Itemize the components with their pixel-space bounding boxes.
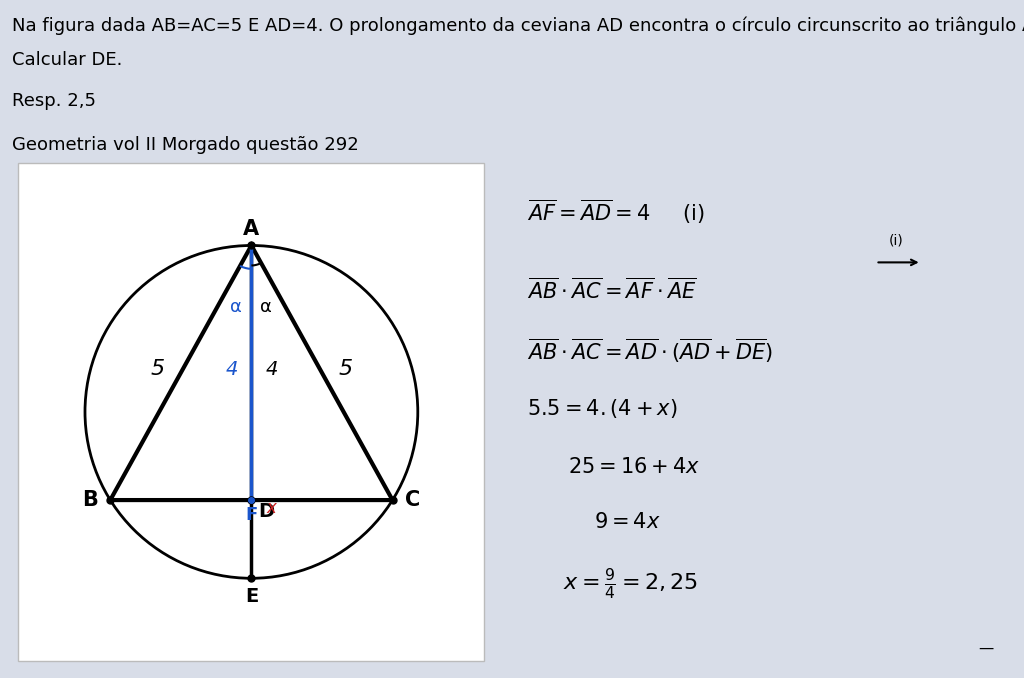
Text: $\overline{AB} \cdot \overline{AC} = \overline{AF} \cdot \overline{AE}$: $\overline{AB} \cdot \overline{AC} = \ov… xyxy=(527,277,697,303)
Text: Geometria vol II Morgado questão 292: Geometria vol II Morgado questão 292 xyxy=(12,136,359,154)
Text: α: α xyxy=(260,298,272,316)
Text: $x = \frac{9}{4} = 2,25$: $x = \frac{9}{4} = 2,25$ xyxy=(563,566,698,601)
Text: B: B xyxy=(82,490,98,510)
Text: $\overline{AB} \cdot \overline{AC} = \overline{AD} \cdot (\overline{AD} + \overl: $\overline{AB} \cdot \overline{AC} = \ov… xyxy=(527,337,773,365)
Text: 4: 4 xyxy=(225,360,238,379)
Text: —: — xyxy=(978,641,993,656)
Text: Calcular DE.: Calcular DE. xyxy=(12,51,123,69)
Text: 5: 5 xyxy=(151,359,165,380)
Text: (i): (i) xyxy=(888,233,903,247)
Text: D: D xyxy=(258,502,274,521)
Text: α: α xyxy=(230,298,243,316)
Text: Resp. 2,5: Resp. 2,5 xyxy=(12,92,96,110)
Text: C: C xyxy=(404,490,420,510)
Text: x: x xyxy=(266,500,276,517)
Text: E: E xyxy=(245,587,258,606)
Text: Na figura dada AB=AC=5 E AD=4. O prolongamento da ceviana AD encontra o círculo : Na figura dada AB=AC=5 E AD=4. O prolong… xyxy=(12,17,1024,35)
Text: 4: 4 xyxy=(265,360,278,379)
Text: $25 = 16 + 4x$: $25 = 16 + 4x$ xyxy=(568,457,700,477)
Text: 5: 5 xyxy=(338,359,352,380)
Text: A: A xyxy=(244,219,259,239)
Text: $\overline{AF} = \overline{AD} = 4$     (i): $\overline{AF} = \overline{AD} = 4$ (i) xyxy=(527,197,706,226)
Bar xyxy=(18,163,484,661)
Text: F: F xyxy=(246,506,257,524)
Text: $9 = 4x$: $9 = 4x$ xyxy=(594,512,660,532)
Text: $5.5 = 4.(4 + x)$: $5.5 = 4.(4 + x)$ xyxy=(527,397,678,420)
